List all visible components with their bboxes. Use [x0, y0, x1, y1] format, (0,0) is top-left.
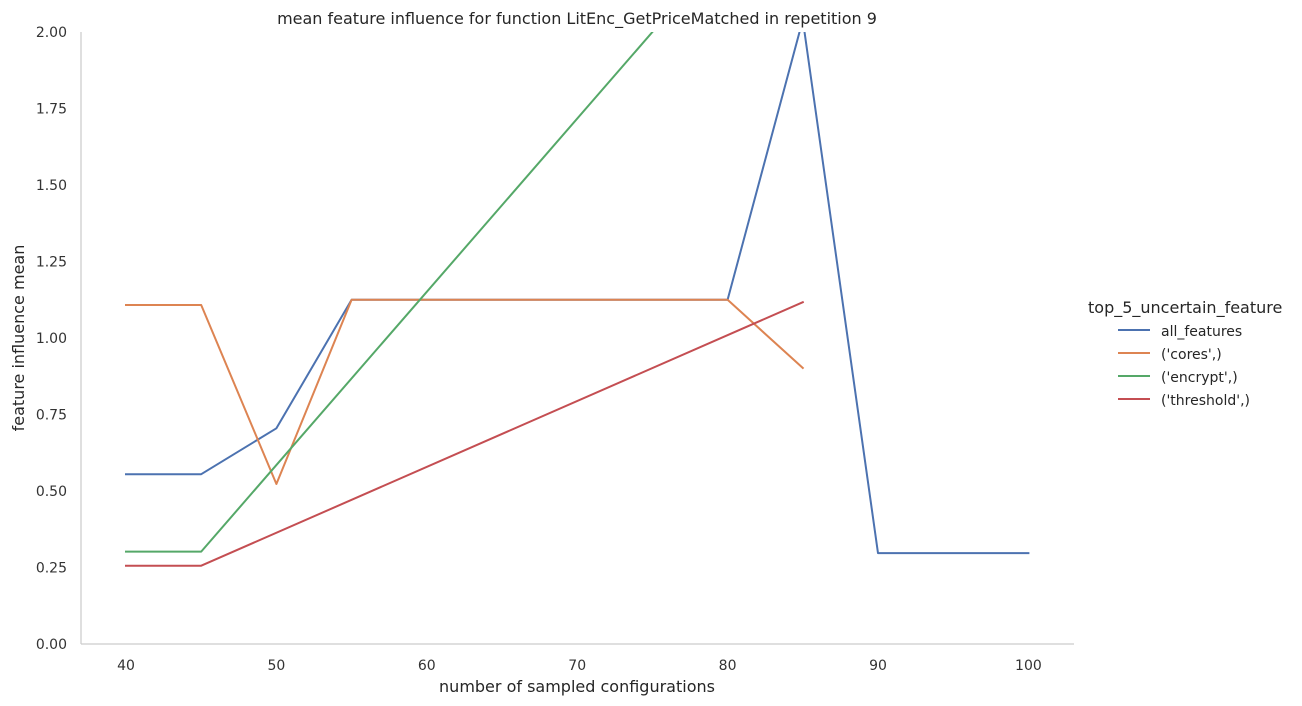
x-tick-label: 40	[117, 658, 135, 674]
x-tick-label: 60	[418, 658, 436, 674]
legend-label: ('encrypt',)	[1161, 370, 1238, 386]
legend-title: top_5_uncertain_feature	[1088, 298, 1282, 318]
x-tick-label: 50	[267, 658, 285, 674]
y-tick-label: 1.50	[36, 178, 67, 194]
y-tick-label: 1.00	[36, 331, 67, 347]
y-tick-label: 0.00	[36, 637, 67, 653]
x-axis-title: number of sampled configurations	[439, 677, 715, 696]
chart-title: mean feature influence for function LitE…	[277, 9, 877, 29]
x-tick-label: 80	[719, 658, 737, 674]
series-line	[125, 32, 654, 553]
y-tick-label: 0.75	[36, 408, 67, 424]
legend-label: ('cores',)	[1161, 347, 1222, 363]
x-tick-label: 100	[1015, 658, 1042, 674]
legend-items: all_features ('cores',) ('encrypt',) ('thre…	[1118, 324, 1250, 409]
y-tick-labels: 0.00 0.25 0.50 0.75 1.00 1.25 1.50 1.75 2.00	[36, 25, 67, 653]
y-tick-label: 0.25	[36, 561, 67, 577]
series-line	[125, 300, 805, 567]
series-line	[125, 298, 805, 485]
series-layer	[125, 32, 1030, 567]
y-tick-label: 0.50	[36, 484, 67, 500]
series-line	[125, 32, 1030, 555]
y-axis-title: feature influence mean	[9, 245, 28, 432]
legend-label: all_features	[1161, 324, 1242, 340]
x-tick-labels: 40 50 60 70 80 90 100	[117, 658, 1042, 674]
legend: top_5_uncertain_feature all_features ('co…	[1088, 298, 1282, 409]
y-tick-label: 1.75	[36, 102, 67, 118]
x-tick-label: 70	[568, 658, 586, 674]
y-tick-label: 1.25	[36, 255, 67, 271]
legend-label: ('threshold',)	[1161, 393, 1250, 409]
y-tick-label: 2.00	[36, 25, 67, 41]
x-tick-label: 90	[869, 658, 887, 674]
